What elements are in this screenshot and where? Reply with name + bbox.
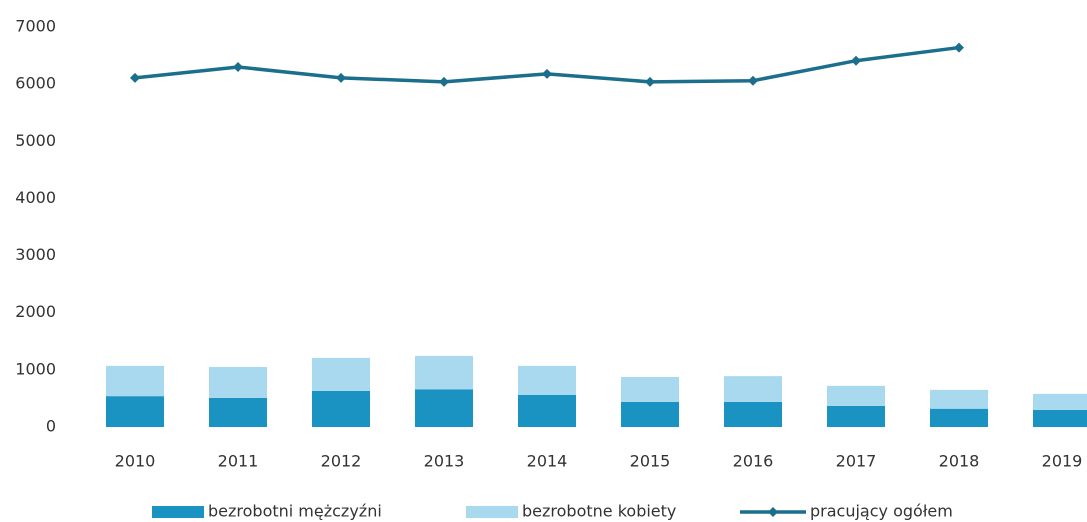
marker: [851, 55, 861, 66]
x-tick-label: 2013: [424, 452, 465, 471]
legend-label: pracujący ogółem: [810, 502, 953, 521]
marker: [130, 72, 140, 83]
marker: [336, 72, 346, 83]
bar: [621, 401, 679, 427]
y-tick-label: 4000: [15, 188, 56, 207]
legend-swatch: [152, 506, 204, 518]
y-tick-label: 6000: [15, 74, 56, 93]
legend-marker: [768, 507, 778, 517]
x-tick-label: 2017: [836, 452, 877, 471]
marker: [542, 68, 552, 79]
bar: [1033, 409, 1087, 427]
bar: [1033, 393, 1087, 410]
x-tick-label: 2018: [939, 452, 980, 471]
legend-label: bezrobotne kobiety: [522, 502, 676, 521]
bar: [827, 385, 885, 406]
x-tick-label: 2016: [733, 452, 774, 471]
y-tick-label: 5000: [15, 131, 56, 150]
bar: [106, 396, 164, 427]
bar: [724, 401, 782, 427]
y-tick-label: 1000: [15, 359, 56, 378]
bar: [827, 405, 885, 427]
marker: [233, 62, 243, 72]
bar: [312, 391, 370, 427]
marker: [645, 76, 655, 87]
x-tick-label: 2014: [527, 452, 568, 471]
bar: [518, 395, 576, 427]
x-tick-label: 2010: [115, 452, 156, 471]
bar: [209, 367, 267, 398]
bar: [106, 365, 164, 397]
marker: [748, 75, 758, 86]
bar: [415, 389, 473, 427]
marker: [954, 42, 964, 53]
x-tick-label: 2019: [1042, 452, 1083, 471]
y-tick-label: 3000: [15, 245, 56, 264]
legend-swatch: [466, 506, 518, 518]
x-tick-label: 2011: [218, 452, 259, 471]
bar: [518, 365, 576, 395]
bar: [209, 397, 267, 427]
bar: [724, 376, 782, 402]
y-tick-label: 7000: [15, 17, 56, 36]
bar: [930, 389, 988, 409]
bar: [621, 377, 679, 402]
bar: [415, 355, 473, 390]
x-tick-label: 2012: [321, 452, 362, 471]
legend-label: bezrobotni mężczyźni: [208, 502, 382, 521]
y-tick-label: 0: [46, 417, 56, 436]
bar: [930, 408, 988, 427]
x-tick-label: 2015: [630, 452, 671, 471]
marker: [439, 76, 449, 87]
y-tick-label: 2000: [15, 302, 56, 321]
bar: [312, 357, 370, 391]
